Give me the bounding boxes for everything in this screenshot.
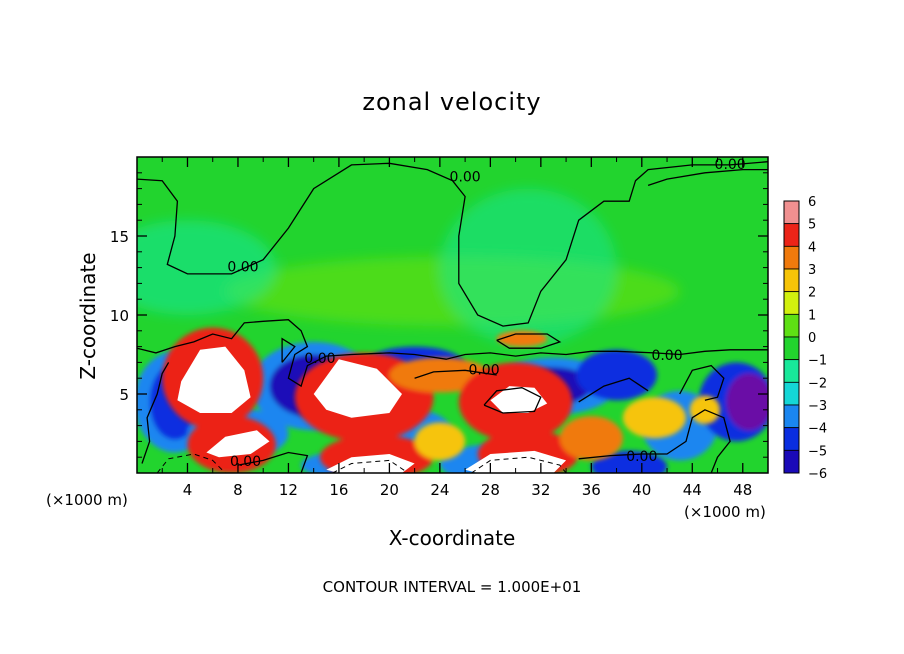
negative-cell (591, 450, 668, 473)
saturated-core (326, 454, 415, 473)
x-unit-label-right: (×1000 m) (684, 503, 766, 521)
colorbar-label: −3 (808, 399, 827, 414)
colorbar-swatch (783, 449, 800, 474)
contour-line-zero (496, 333, 562, 349)
positive-cell (389, 357, 491, 393)
x-axis: 4 8 12 16 20 24 28 32 36 40 44 48 (161, 157, 752, 499)
saturated-core (313, 359, 402, 418)
contour-line-zero (578, 409, 731, 473)
x-tick-label: 8 (233, 481, 243, 499)
colorbar-label: 5 (808, 218, 816, 233)
colorbar-label: 4 (808, 240, 816, 255)
contour-line-zero (679, 364, 725, 401)
velocity-field (137, 157, 768, 473)
colorbar-label: 3 (808, 263, 816, 278)
x-tick-label: 32 (531, 481, 550, 499)
contour-line-negative (156, 453, 226, 473)
colorbar-swatch (783, 223, 800, 247)
colorbar-swatch (783, 200, 800, 225)
contour-line-zero (237, 451, 309, 473)
colorbar-swatch (783, 291, 800, 315)
colorbar-label: −2 (808, 376, 827, 391)
contour-labels: 0.00 0.00 0.00 0.00 0.00 0.00 0.00 0.00 (227, 157, 745, 470)
positive-cell (414, 422, 466, 461)
x-axis-label: X-coordinate (388, 526, 516, 550)
x-tick-label: 44 (683, 481, 702, 499)
colorbar-label: −4 (808, 422, 827, 437)
contour-line-zero (414, 369, 497, 379)
contour-label: 0.00 (304, 351, 335, 367)
y-axis: 5 10 15 (110, 172, 768, 458)
y-axis-label: Z-coordinate (76, 252, 100, 380)
colorbar-swatch (783, 268, 800, 293)
chart-title: zonal velocity (362, 88, 542, 116)
contour-label: 0.00 (230, 454, 261, 470)
contour-line-zero (281, 337, 296, 363)
x-tick-label: 28 (481, 481, 500, 499)
y-tick-label: 10 (110, 307, 129, 325)
contour-label: 0.00 (468, 362, 499, 378)
negative-cell (726, 373, 768, 431)
colorbar-label: 1 (808, 308, 816, 323)
negative-cell (576, 349, 657, 401)
colorbar-swatch (783, 404, 800, 429)
x-tick-label: 16 (329, 481, 348, 499)
contour-line-zero (137, 319, 768, 388)
y-tick-label: 5 (119, 386, 129, 404)
contour-label: 0.00 (626, 449, 657, 465)
colorbar-label: 0 (808, 331, 816, 346)
contour-line-zero (483, 387, 542, 414)
saturated-core (206, 430, 270, 458)
contour-interval-note: CONTOUR INTERVAL = 1.000E+01 (322, 578, 582, 596)
x-tick-label: 4 (183, 481, 193, 499)
y-tick-label: 15 (110, 228, 129, 246)
colorbar-label: −6 (808, 467, 827, 482)
positive-cell (496, 330, 548, 347)
contour-label: 0.00 (715, 157, 746, 173)
contour-line-zero (578, 377, 649, 403)
x-tick-label: 40 (632, 481, 651, 499)
saturated-core (177, 346, 251, 413)
colorbar-swatch (783, 245, 800, 270)
weak-negative-cell (137, 220, 276, 315)
x-tick-label: 36 (582, 481, 601, 499)
contour-label: 0.00 (651, 348, 682, 364)
colorbar-swatch (783, 359, 800, 383)
contour-line-zero (137, 161, 768, 327)
x-tick-label: 12 (279, 481, 298, 499)
contour-line-zero (141, 362, 170, 464)
colorbar-swatch (783, 313, 800, 338)
colorbar-label: 6 (808, 195, 816, 210)
colorbar-label: 2 (808, 286, 816, 301)
colorbar-swatch (783, 381, 800, 406)
colorbar-label: −1 (808, 354, 827, 369)
x-tick-label: 20 (380, 481, 399, 499)
weak-negative-cell (439, 188, 617, 347)
positive-cell (622, 397, 686, 439)
colorbar-label: −5 (808, 444, 827, 459)
contour-lines (137, 161, 768, 473)
contour-label: 0.00 (450, 170, 481, 186)
colorbar-frame (783, 200, 800, 474)
positive-cell (559, 416, 623, 461)
field-soft-layer (137, 188, 680, 347)
contour-line-zero (647, 168, 768, 187)
contour-label: 0.00 (227, 260, 258, 276)
x-tick-label: 48 (733, 481, 752, 499)
contour-line-negative (332, 459, 409, 473)
colorbar-swatch (783, 427, 800, 451)
x-unit-label-left: (×1000 m) (46, 491, 128, 509)
x-tick-label: 24 (430, 481, 449, 499)
colorbar: 6 5 4 3 2 1 0 −1 −2 −3 −4 −5 −6 (783, 195, 827, 482)
colorbar-swatch (783, 336, 800, 361)
